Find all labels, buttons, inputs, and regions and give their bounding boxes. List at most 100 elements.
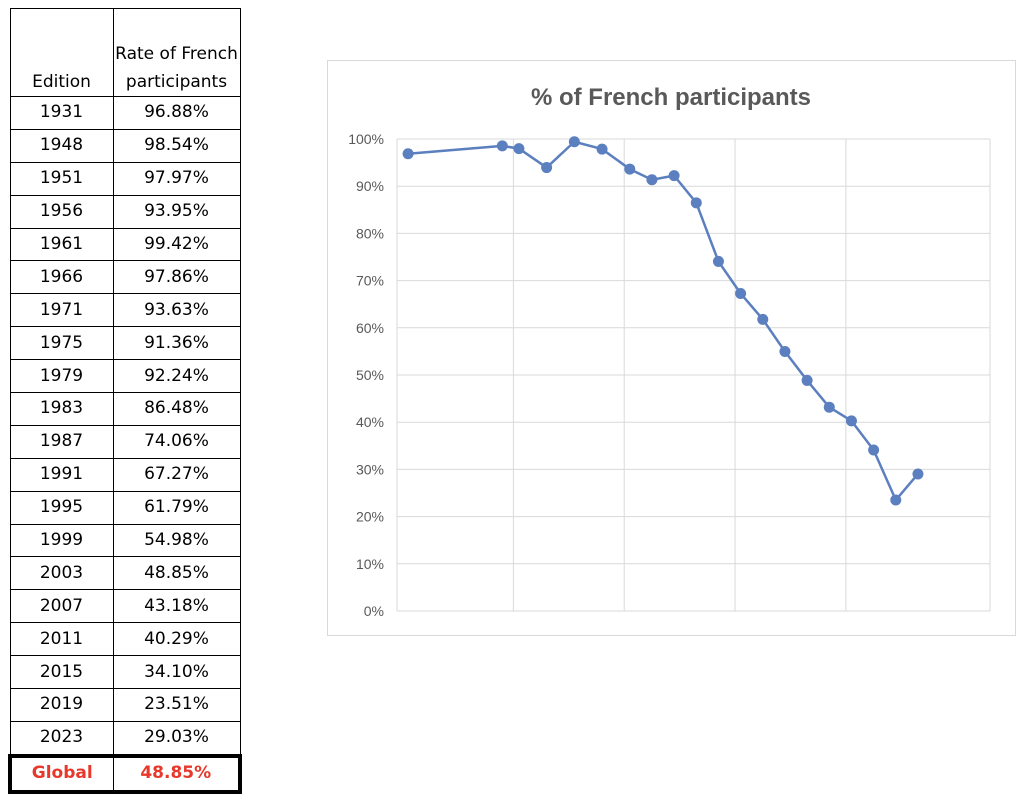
table-row: 1961 99.42%	[9, 227, 241, 262]
table-row: 2023 29.03%	[9, 720, 241, 757]
data-point	[801, 374, 813, 386]
cell-rate: 40.29%	[112, 622, 241, 657]
cell-rate: 91.36%	[112, 326, 241, 361]
cell-rate: 54.98%	[112, 523, 241, 558]
global-row: Global 48.85%	[8, 753, 242, 794]
series-line	[407, 140, 919, 502]
cell-edition: 1987	[9, 424, 114, 459]
table-row: 1931 96.88%	[9, 96, 241, 130]
cell-edition: 2011	[9, 622, 114, 657]
y-tick-label: 30%	[356, 461, 384, 477]
data-point	[757, 313, 769, 325]
y-tick-label: 40%	[356, 414, 384, 430]
cell-rate: 74.06%	[112, 424, 241, 459]
data-point	[513, 143, 525, 155]
cell-edition: 2007	[9, 589, 114, 624]
cell-edition: 1931	[9, 96, 114, 130]
table-row: 1971 93.63%	[9, 293, 241, 328]
cell-rate: 93.63%	[112, 293, 241, 328]
cell-edition: 1983	[9, 392, 114, 426]
cell-edition: 2003	[9, 556, 114, 591]
table-row: 1995 61.79%	[9, 490, 241, 525]
table-row: 2003 48.85%	[9, 556, 241, 591]
table-row: 2019 23.51%	[9, 688, 241, 722]
data-point	[712, 255, 724, 267]
table-row: 1948 98.54%	[9, 128, 241, 163]
y-tick-label: 60%	[356, 320, 384, 336]
participants-table: Edition Rate of French participants 1931…	[8, 8, 242, 794]
data-point	[735, 287, 747, 299]
cell-edition: 1995	[9, 490, 114, 525]
cell-rate: 23.51%	[112, 688, 241, 722]
data-point	[823, 401, 835, 413]
data-point	[596, 143, 608, 155]
cell-rate: 48.85%	[112, 556, 241, 591]
data-point	[496, 140, 508, 152]
table-row: 1975 91.36%	[9, 326, 241, 361]
cell-rate: 93.95%	[112, 194, 241, 229]
table-row: 1956 93.95%	[9, 194, 241, 229]
cell-edition: 1951	[9, 161, 114, 196]
data-point	[646, 174, 658, 186]
column-header-edition: Edition	[9, 8, 114, 97]
table-row: 1991 67.27%	[9, 457, 241, 492]
cell-rate: 67.27%	[112, 457, 241, 492]
cell-edition: 1971	[9, 293, 114, 328]
data-point	[668, 170, 680, 182]
cell-edition: 2019	[9, 688, 114, 722]
table-row: 1983 86.48%	[9, 392, 241, 426]
data-point	[690, 197, 702, 209]
series-layer	[402, 136, 924, 506]
table-body: 1931 96.88% 1948 98.54% 1951 97.97% 1956 93.95%…	[8, 96, 242, 794]
data-point	[912, 468, 924, 480]
data-point	[890, 494, 902, 506]
cell-edition: 1956	[9, 194, 114, 229]
data-point	[624, 163, 636, 175]
data-point	[779, 345, 791, 357]
cell-edition: 1975	[9, 326, 114, 361]
cell-rate: 61.79%	[112, 490, 241, 525]
y-tick-label: 0%	[364, 603, 384, 619]
grid-layer	[396, 138, 991, 612]
table-row: 1966 97.86%	[9, 260, 241, 295]
table-row: 1951 97.97%	[9, 161, 241, 196]
cell-rate: 97.86%	[112, 260, 241, 295]
cell-edition: 1966	[9, 260, 114, 295]
table-row: 2007 43.18%	[9, 589, 241, 624]
cell-rate: 99.42%	[112, 227, 241, 262]
global-label: Global	[8, 753, 114, 794]
table-row: 2011 40.29%	[9, 622, 241, 657]
chart-title: % of French participants	[531, 84, 811, 111]
column-header-rate: Rate of French participants	[112, 8, 241, 97]
table-row: 2015 34.10%	[9, 655, 241, 690]
cell-edition: 2015	[9, 655, 114, 690]
cell-rate: 96.88%	[112, 96, 241, 130]
cell-rate: 92.24%	[112, 359, 241, 394]
data-point	[541, 162, 553, 174]
table-header-row: Edition Rate of French participants	[9, 8, 241, 97]
cell-edition: 2023	[9, 720, 114, 757]
y-tick-label: 50%	[356, 367, 384, 383]
data-point	[568, 136, 580, 148]
y-tick-label: 80%	[356, 225, 384, 241]
y-tick-label: 100%	[348, 131, 384, 147]
y-tick-label: 90%	[356, 178, 384, 194]
cell-rate: 86.48%	[112, 392, 241, 426]
data-point	[845, 415, 857, 427]
cell-edition: 1999	[9, 523, 114, 558]
y-tick-label: 20%	[356, 509, 384, 525]
data-point	[868, 444, 880, 456]
line-chart: % of French participants 0% 10% 20% 30% 40% 5…	[348, 84, 991, 619]
cell-rate: 97.97%	[112, 161, 241, 196]
cell-rate: 34.10%	[112, 655, 241, 690]
y-tick-label: 10%	[356, 556, 384, 572]
y-axis: 0% 10% 20% 30% 40% 50% 60% 70% 80% 90% 100%	[348, 131, 384, 619]
cell-edition: 1991	[9, 457, 114, 492]
global-rate: 48.85%	[112, 753, 242, 794]
data-point	[402, 148, 414, 160]
cell-edition: 1979	[9, 359, 114, 394]
cell-rate: 98.54%	[112, 128, 241, 163]
cell-edition: 1961	[9, 227, 114, 262]
table-row: 1999 54.98%	[9, 523, 241, 558]
cell-rate: 29.03%	[112, 720, 241, 757]
